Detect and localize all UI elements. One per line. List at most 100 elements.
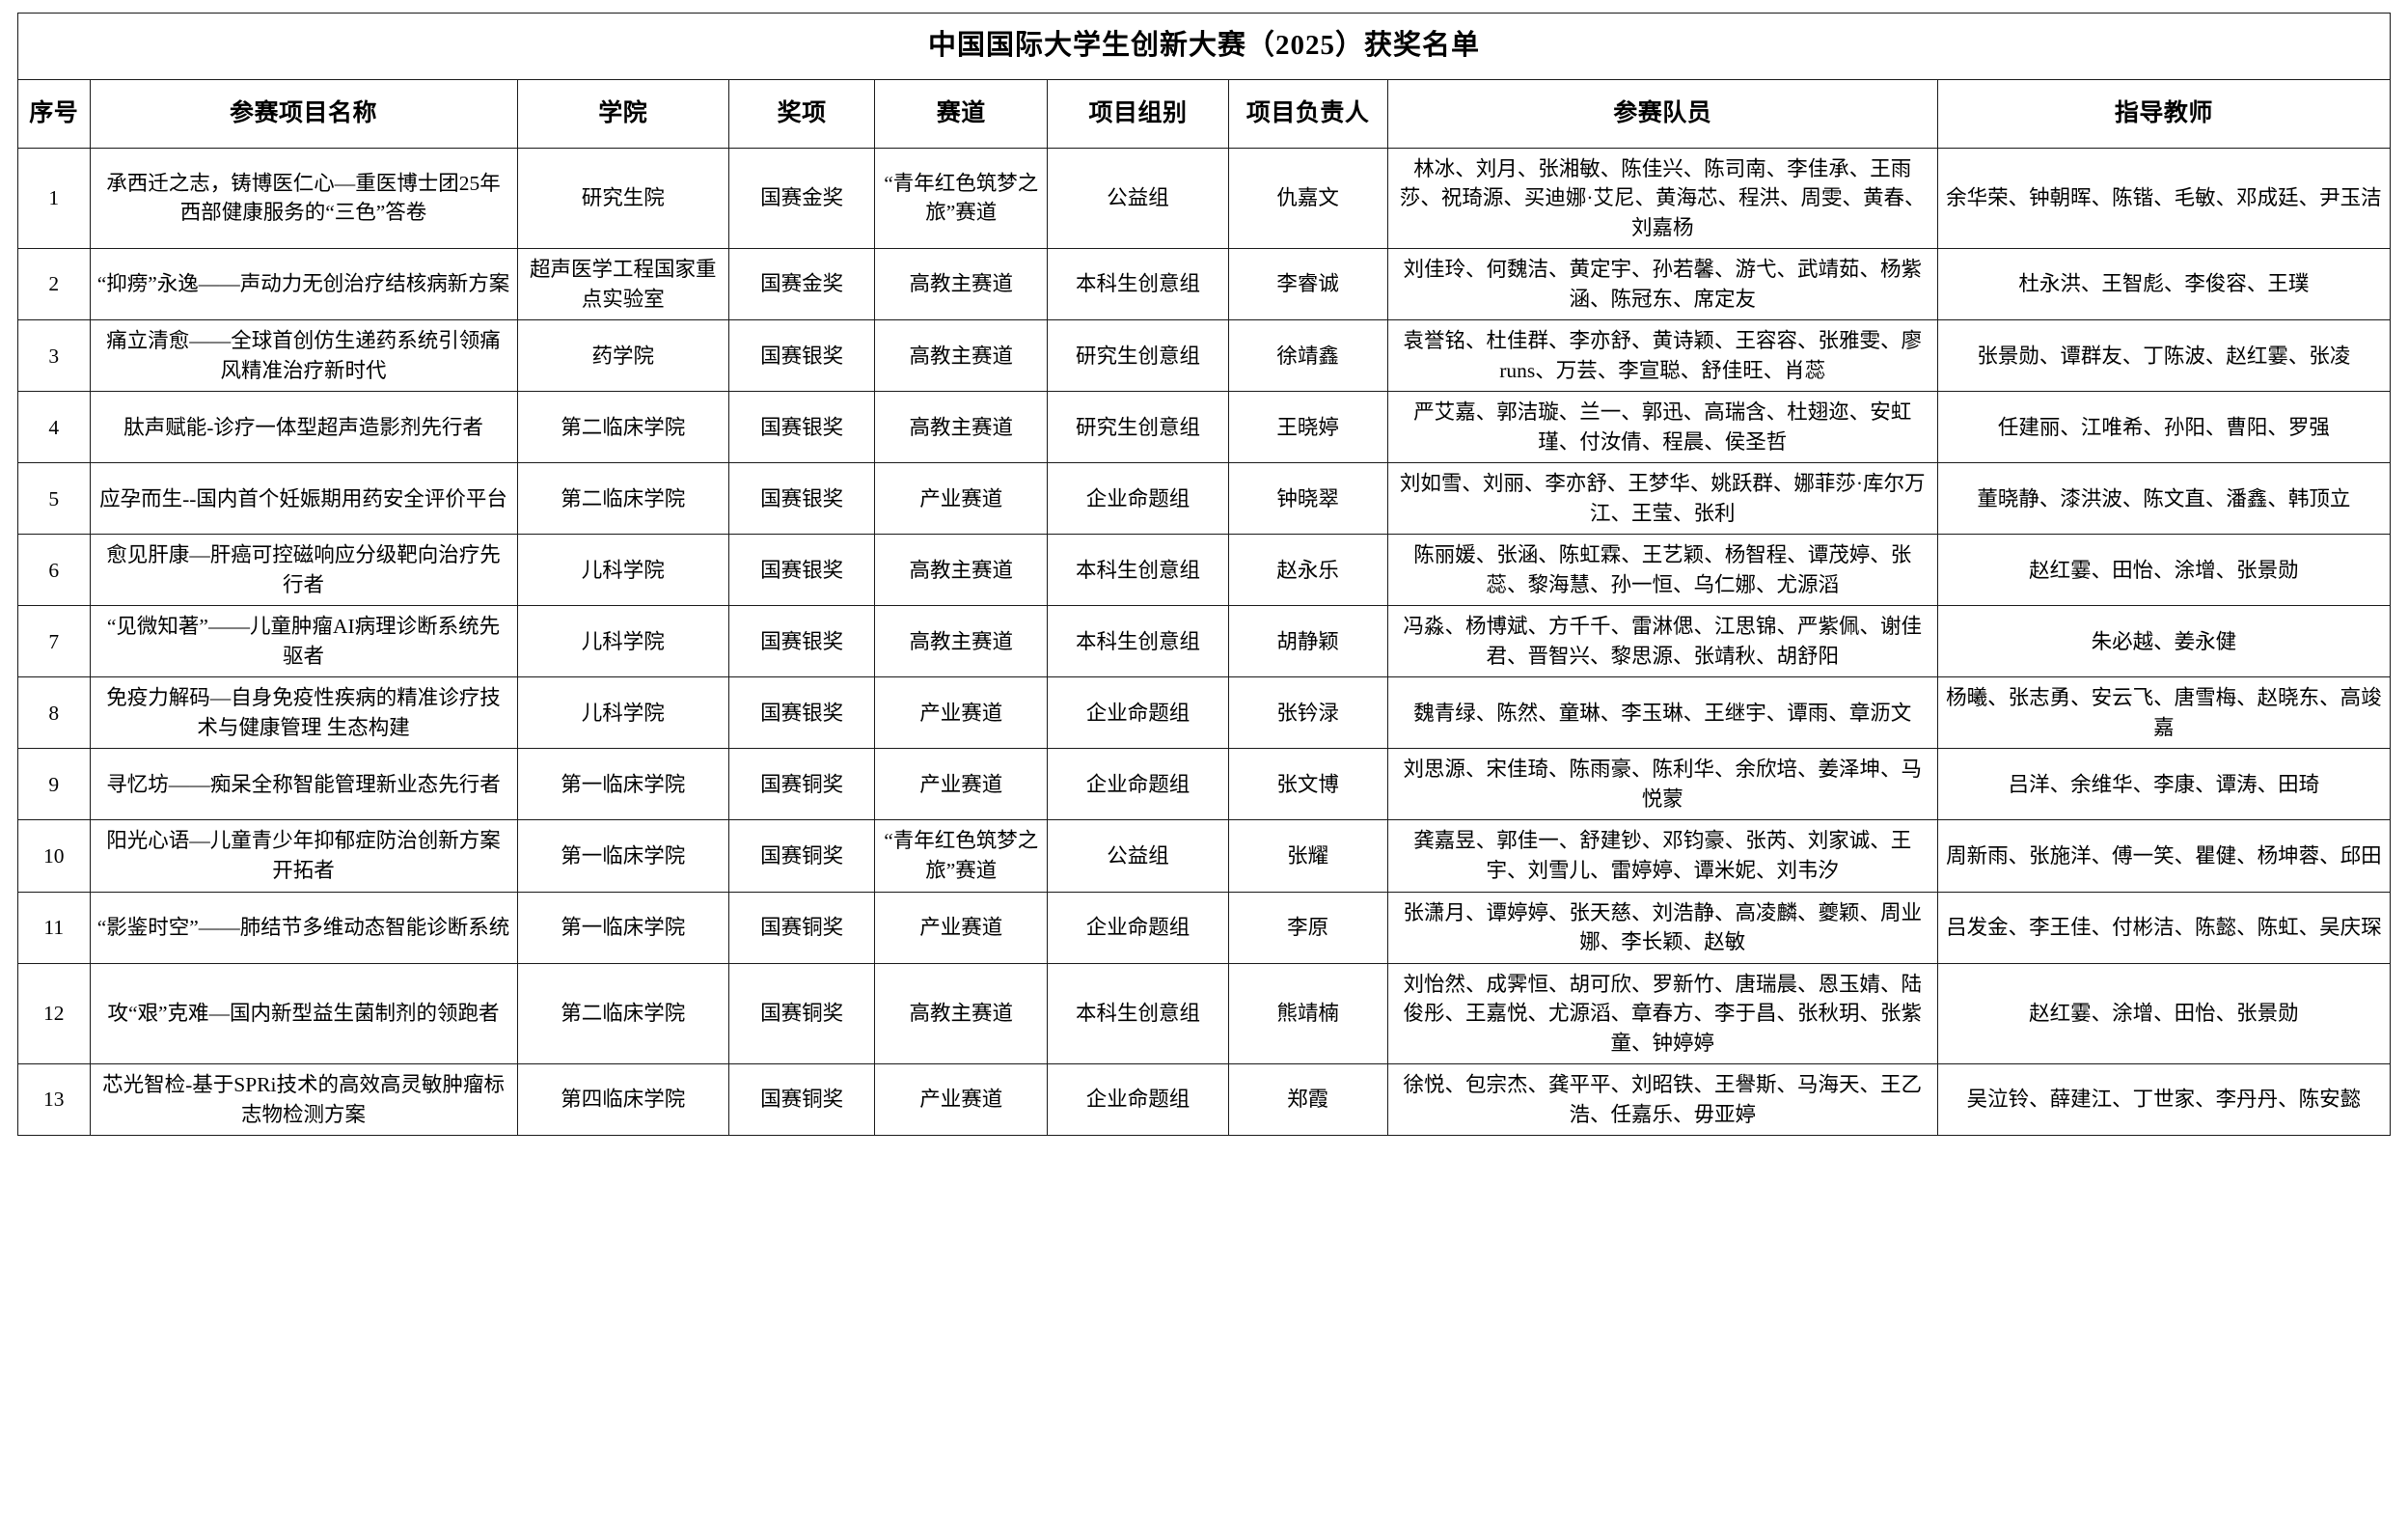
- cell-teachers: 赵红霎、涂增、田怡、张景勋: [1936, 962, 2392, 1065]
- cell-leader: 张文博: [1227, 748, 1388, 821]
- cell-index: 12: [17, 962, 91, 1065]
- cell-teachers: 董晓静、漆洪波、陈文直、潘鑫、韩顶立: [1936, 462, 2392, 536]
- cell-track: 产业赛道: [874, 462, 1049, 536]
- cell-group: 企业命题组: [1047, 748, 1229, 821]
- cell-group: 企业命题组: [1047, 676, 1229, 750]
- cell-teachers: 杜永洪、王智彪、李俊容、王璞: [1936, 248, 2392, 321]
- cell-track: 产业赛道: [874, 676, 1049, 750]
- cell-members: 袁誉铭、杜佳群、李亦舒、黄诗颖、王容容、张雅雯、廖runs、万芸、李宣聪、舒佳旺…: [1386, 319, 1938, 393]
- cell-college: 儿科学院: [516, 676, 730, 750]
- column-header-teachers: 指导教师: [1936, 79, 2392, 149]
- table-row: 13 芯光智检-基于SPRi技术的高效高灵敏肿瘤标志物检测方案 第四临床学院 国赛铜奖…: [17, 1063, 2392, 1137]
- cell-leader: 李原: [1227, 891, 1388, 964]
- cell-leader: 胡静颖: [1227, 605, 1388, 678]
- cell-project: 应孕而生--国内首个妊娠期用药安全评价平台: [89, 462, 518, 536]
- cell-index: 10: [17, 819, 91, 893]
- column-header-members: 参赛队员: [1386, 79, 1938, 149]
- cell-index: 9: [17, 748, 91, 821]
- cell-index: 4: [17, 391, 91, 464]
- cell-teachers: 赵红霎、田怡、涂增、张景勋: [1936, 534, 2392, 607]
- column-header-group: 项目组别: [1047, 79, 1229, 149]
- cell-teachers: 吴泣铃、薛建江、丁世家、李丹丹、陈安懿: [1936, 1063, 2392, 1137]
- cell-college: 研究生院: [516, 147, 730, 250]
- cell-track: “青年红色筑梦之旅”赛道: [874, 819, 1049, 893]
- cell-members: 刘如雪、刘丽、李亦舒、王梦华、姚跃群、娜菲莎·库尔万江、王莹、张利: [1386, 462, 1938, 536]
- cell-group: 本科生创意组: [1047, 534, 1229, 607]
- cell-members: 严艾嘉、郭洁璇、兰一、郭迅、高瑞含、杜翅迩、安虹瑾、付汝倩、程晨、侯圣哲: [1386, 391, 1938, 464]
- cell-group: 本科生创意组: [1047, 605, 1229, 678]
- column-header-index: 序号: [17, 79, 91, 149]
- table-row: 10 阳光心语—儿童青少年抑郁症防治创新方案开拓者 第一临床学院 国赛铜奖 “青年红色筑…: [17, 819, 2392, 893]
- document-title: 中国国际大学生创新大赛（2025）获奖名单: [17, 12, 2391, 81]
- cell-college: 第一临床学院: [516, 748, 730, 821]
- table-row: 7 “见微知著”——儿童肿瘤AI病理诊断系统先驱者 儿科学院 国赛银奖 高教主赛道 本科生…: [17, 605, 2392, 678]
- cell-group: 企业命题组: [1047, 891, 1229, 964]
- cell-project: 阳光心语—儿童青少年抑郁症防治创新方案开拓者: [89, 819, 518, 893]
- cell-award: 国赛铜奖: [728, 748, 876, 821]
- cell-teachers: 周新雨、张施洋、傅一笑、瞿健、杨坤蓉、邱田: [1936, 819, 2392, 893]
- cell-members: 陈丽媛、张涵、陈虹霖、王艺颖、杨智程、谭茂婷、张蕊、黎海慧、孙一恒、乌仁娜、尤源…: [1386, 534, 1938, 607]
- cell-members: 刘思源、宋佳琦、陈雨豪、陈利华、余欣培、姜泽坤、马悦蒙: [1386, 748, 1938, 821]
- cell-award: 国赛金奖: [728, 147, 876, 250]
- column-header-leader: 项目负责人: [1227, 79, 1388, 149]
- cell-teachers: 张景勋、谭群友、丁陈波、赵红霎、张凌: [1936, 319, 2392, 393]
- column-header-track: 赛道: [874, 79, 1049, 149]
- cell-project: 痛立清愈——全球首创仿生递药系统引领痛风精准治疗新时代: [89, 319, 518, 393]
- cell-leader: 赵永乐: [1227, 534, 1388, 607]
- cell-index: 7: [17, 605, 91, 678]
- cell-teachers: 吕洋、余维华、李康、谭涛、田琦: [1936, 748, 2392, 821]
- table-row: 1 承西迁之志，铸博医仁心—重医博士团25年西部健康服务的“三色”答卷 研究生院 国赛…: [17, 147, 2392, 250]
- cell-index: 3: [17, 319, 91, 393]
- cell-leader: 李睿诚: [1227, 248, 1388, 321]
- cell-project: 芯光智检-基于SPRi技术的高效高灵敏肿瘤标志物检测方案: [89, 1063, 518, 1137]
- cell-award: 国赛银奖: [728, 534, 876, 607]
- cell-group: 研究生创意组: [1047, 391, 1229, 464]
- cell-index: 11: [17, 891, 91, 964]
- cell-project: “影鉴时空”——肺结节多维动态智能诊断系统: [89, 891, 518, 964]
- cell-college: 第一临床学院: [516, 891, 730, 964]
- cell-leader: 郑霞: [1227, 1063, 1388, 1137]
- table-header-row: 序号 参赛项目名称 学院 奖项 赛道 项目组别 项目负责人 参赛队员 指导教师: [17, 79, 2392, 149]
- column-header-award: 奖项: [728, 79, 876, 149]
- table-row: 5 应孕而生--国内首个妊娠期用药安全评价平台 第二临床学院 国赛银奖 产业赛道 企业命题…: [17, 462, 2392, 536]
- cell-group: 企业命题组: [1047, 1063, 1229, 1137]
- cell-college: 儿科学院: [516, 534, 730, 607]
- cell-leader: 王晓婷: [1227, 391, 1388, 464]
- cell-award: 国赛金奖: [728, 248, 876, 321]
- cell-index: 2: [17, 248, 91, 321]
- cell-track: 高教主赛道: [874, 534, 1049, 607]
- cell-members: 张潇月、谭婷婷、张天慈、刘浩静、高凌麟、夔颖、周业娜、李长颖、赵敏: [1386, 891, 1938, 964]
- column-header-project: 参赛项目名称: [89, 79, 518, 149]
- cell-index: 5: [17, 462, 91, 536]
- table-row: 11 “影鉴时空”——肺结节多维动态智能诊断系统 第一临床学院 国赛铜奖 产业赛道 企业命…: [17, 891, 2392, 964]
- cell-teachers: 杨曦、张志勇、安云飞、唐雪梅、赵晓东、高竣嘉: [1936, 676, 2392, 750]
- cell-project: “见微知著”——儿童肿瘤AI病理诊断系统先驱者: [89, 605, 518, 678]
- cell-college: 超声医学工程国家重点实验室: [516, 248, 730, 321]
- cell-project: “抑痨”永逸——声动力无创治疗结核病新方案: [89, 248, 518, 321]
- table-body: 中国国际大学生创新大赛（2025）获奖名单 序号 参赛项目名称 学院 奖项 赛道…: [17, 12, 2392, 1137]
- cell-group: 研究生创意组: [1047, 319, 1229, 393]
- cell-award: 国赛银奖: [728, 605, 876, 678]
- cell-college: 第二临床学院: [516, 391, 730, 464]
- cell-award: 国赛银奖: [728, 462, 876, 536]
- cell-teachers: 余华荣、钟朝晖、陈锴、毛敏、邓成廷、尹玉洁: [1936, 147, 2392, 250]
- cell-leader: 钟晓翠: [1227, 462, 1388, 536]
- cell-leader: 张耀: [1227, 819, 1388, 893]
- cell-award: 国赛铜奖: [728, 819, 876, 893]
- cell-college: 儿科学院: [516, 605, 730, 678]
- cell-index: 1: [17, 147, 91, 250]
- cell-track: 高教主赛道: [874, 605, 1049, 678]
- cell-members: 冯淼、杨博斌、方千千、雷淋偲、江思锦、严紫佩、谢佳君、晋智兴、黎思源、张靖秋、胡…: [1386, 605, 1938, 678]
- cell-group: 公益组: [1047, 147, 1229, 250]
- cell-teachers: 任建丽、江唯希、孙阳、曹阳、罗强: [1936, 391, 2392, 464]
- table-row: 12 攻“艰”克难—国内新型益生菌制剂的领跑者 第二临床学院 国赛铜奖 高教主赛道 本科生…: [17, 962, 2392, 1065]
- cell-members: 龚嘉昱、郭佳一、舒建钞、邓钧豪、张芮、刘家诚、王宇、刘雪儿、雷婷婷、谭米妮、刘韦…: [1386, 819, 1938, 893]
- table-row: 3 痛立清愈——全球首创仿生递药系统引领痛风精准治疗新时代 药学院 国赛银奖 高教主赛道…: [17, 319, 2392, 393]
- table-row: 2 “抑痨”永逸——声动力无创治疗结核病新方案 超声医学工程国家重点实验室 国赛金奖高…: [17, 248, 2392, 321]
- cell-college: 第二临床学院: [516, 462, 730, 536]
- cell-leader: 熊靖楠: [1227, 962, 1388, 1065]
- cell-track: “青年红色筑梦之旅”赛道: [874, 147, 1049, 250]
- cell-index: 13: [17, 1063, 91, 1137]
- cell-track: 高教主赛道: [874, 248, 1049, 321]
- cell-teachers: 吕发金、李王佳、付彬洁、陈懿、陈虹、吴庆琛: [1936, 891, 2392, 964]
